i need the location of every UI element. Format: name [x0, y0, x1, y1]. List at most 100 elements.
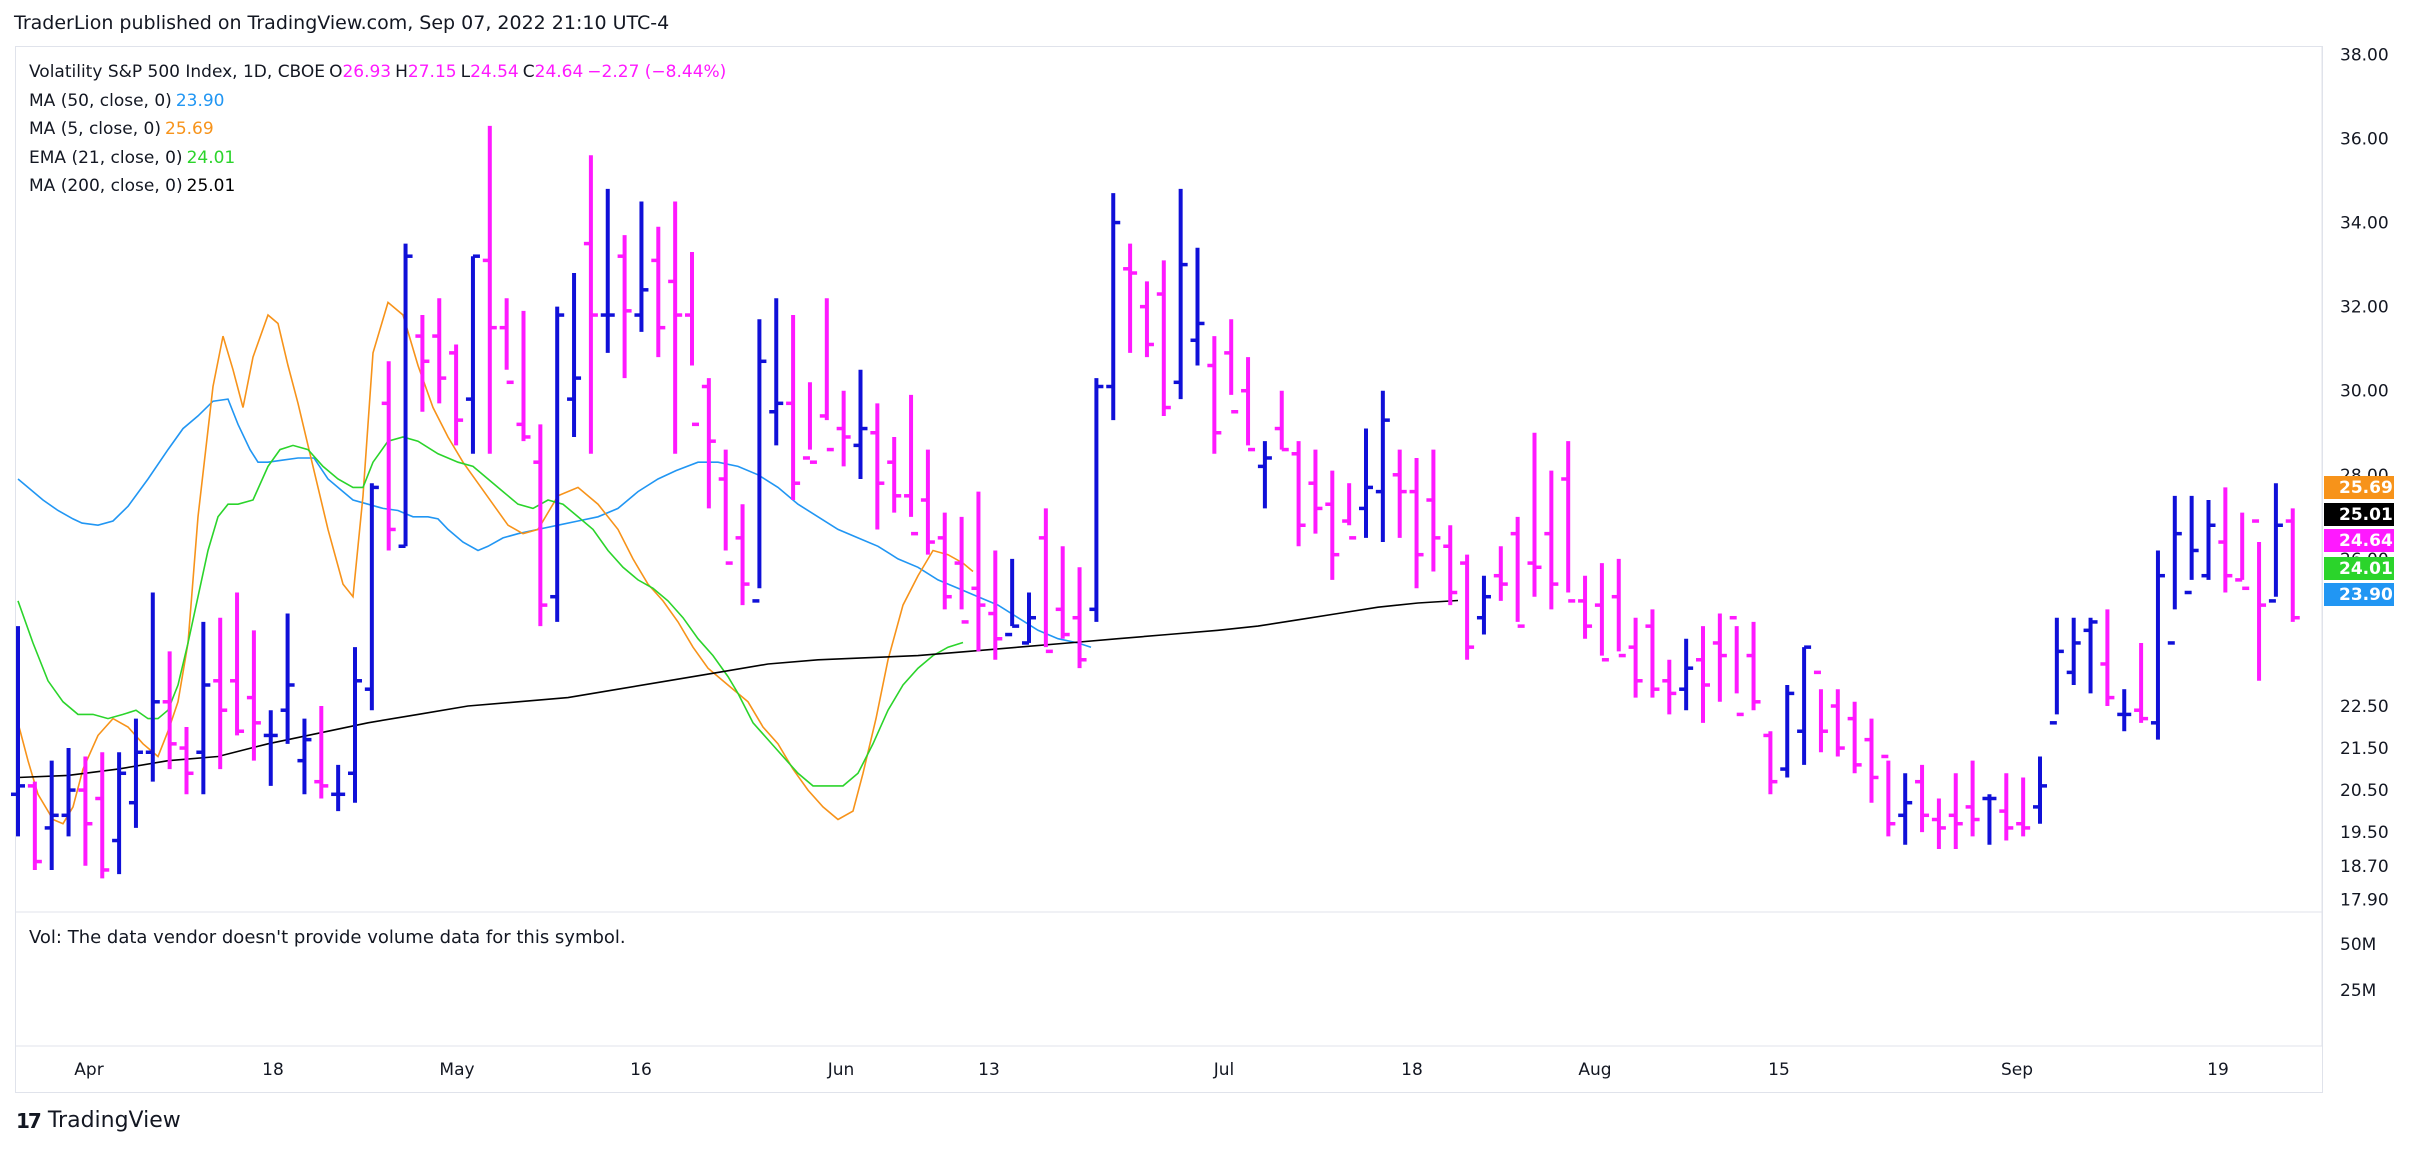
- time-axis: Apr 18 May 16 Jun 13 Jul 18 Aug 15 Sep 19: [74, 1060, 2229, 1080]
- indicator-label: MA (5, close, 0): [29, 119, 161, 139]
- ohlc-bar: [1544, 470, 1559, 610]
- ohlc-bar: [280, 613, 295, 744]
- ohlc-bar: [1982, 794, 1997, 845]
- price-tag-bg: [2324, 503, 2394, 526]
- ohlc-bar: [550, 306, 565, 622]
- ohlc-bar: [1898, 773, 1913, 845]
- ohlc-bar: [2285, 508, 2300, 622]
- time-tick-label: May: [439, 1060, 474, 1080]
- price-tag-bg: [2324, 476, 2394, 499]
- ohlc-bar: [1257, 441, 1272, 509]
- tradingview-logo[interactable]: 17 TradingView: [16, 1108, 181, 1133]
- ohlc-bar: [263, 710, 278, 786]
- ohlc-bar: [2150, 550, 2165, 740]
- price-tick-label: 34.00: [2340, 214, 2389, 234]
- price-tag-label: 24.01: [2339, 559, 2393, 579]
- ohlc-bars: [11, 125, 2300, 879]
- ohlc-bar: [499, 298, 514, 385]
- time-tick-label: Aug: [1578, 1060, 1611, 1080]
- price-tag-bg: [2324, 583, 2394, 606]
- ohlc-bar: [145, 592, 160, 782]
- ohlc-bar: [1847, 701, 1862, 774]
- high-value: 27.15: [407, 62, 457, 82]
- price-tag-label: 25.01: [2339, 505, 2393, 525]
- price-tag-label: 25.69: [2339, 478, 2393, 498]
- ohlc-bar: [1426, 449, 1441, 572]
- low-label: L: [460, 62, 471, 82]
- ohlc-bar: [1173, 188, 1188, 400]
- ohlc-bar: [449, 344, 464, 446]
- ohlc-bar: [2252, 519, 2267, 681]
- ohlc-bar: [196, 621, 211, 795]
- ohlc-bar: [617, 235, 632, 379]
- time-tick-label: Jul: [1213, 1060, 1235, 1080]
- ohlc-bar: [1830, 689, 1845, 757]
- change-value: −2.27 (−8.44%): [587, 62, 727, 82]
- indicator-ema21[interactable]: EMA (21, close, 0) 24.01: [29, 144, 730, 173]
- ohlc-bar: [1443, 525, 1458, 606]
- ohlc-bar: [752, 319, 767, 603]
- price-tick-label: 22.50: [2340, 697, 2389, 717]
- series-line: [17, 398, 1092, 648]
- ohlc-bar: [2201, 500, 2216, 580]
- ohlc-bar: [533, 424, 548, 627]
- ohlc-bar: [2016, 777, 2031, 837]
- ohlc-bar: [95, 752, 110, 879]
- indicator-ma50[interactable]: MA (50, close, 0) 23.90: [29, 87, 730, 116]
- open-label: O: [329, 62, 343, 82]
- time-tick-label: Jun: [827, 1060, 855, 1080]
- close-label: C: [522, 62, 535, 82]
- ohlc-bar: [2049, 617, 2064, 725]
- ohlc-bar: [583, 155, 598, 454]
- series-line: [17, 599, 1459, 779]
- ohlc-bar: [769, 298, 784, 446]
- ohlc-bar: [786, 315, 801, 501]
- ohlc-bar: [1510, 516, 1525, 628]
- ohlc-bar: [1813, 670, 1828, 753]
- ohlc-bar: [1342, 483, 1357, 540]
- ohlc-bar: [1662, 659, 1677, 715]
- ohlc-bar: [1241, 357, 1256, 452]
- ohlc-bar: [1207, 336, 1222, 454]
- volume-tick-label: 50M: [2340, 935, 2376, 955]
- ohlc-bar: [2218, 487, 2233, 593]
- symbol-name: Volatility S&P 500 Index, 1D, CBOE: [29, 62, 326, 82]
- price-tick-label: 21.50: [2340, 739, 2389, 759]
- tradingview-logo-icon: 17: [16, 1108, 42, 1133]
- ohlc-bar: [853, 369, 868, 479]
- time-tick-label: 13: [978, 1060, 1000, 1080]
- price-tag: 25.01: [2324, 503, 2394, 526]
- indicator-value: 24.01: [186, 147, 236, 168]
- ohlc-bar: [465, 254, 480, 454]
- indicator-ma5[interactable]: MA (5, close, 0) 25.69: [29, 115, 730, 144]
- ohlc-bar: [2134, 642, 2149, 723]
- ohlc-bar: [27, 781, 42, 870]
- indicator-ma200[interactable]: MA (200, close, 0) 25.01: [29, 172, 730, 201]
- ohlc-bar: [246, 630, 261, 761]
- indicator-label: EMA (21, close, 0): [29, 147, 183, 168]
- ohlc-bar: [2117, 689, 2132, 732]
- ohlc-bar: [1594, 563, 1609, 662]
- ohlc-bar: [1696, 626, 1710, 723]
- time-tick-label: 18: [1401, 1060, 1423, 1080]
- ohlc-bar: [600, 188, 615, 353]
- ohlc-bar: [567, 273, 582, 437]
- price-tag-label: 23.90: [2339, 585, 2393, 605]
- ohlc-bar: [1780, 684, 1795, 778]
- price-tick-label: 32.00: [2340, 298, 2389, 318]
- ohlc-bar: [2083, 617, 2098, 694]
- ohlc-bar: [44, 760, 59, 870]
- price-tag-label: 24.64: [2339, 531, 2393, 551]
- ohlc-bar: [1493, 546, 1508, 601]
- price-tick-label: 38.00: [2340, 45, 2389, 65]
- price-tick-label: 20.50: [2340, 781, 2389, 801]
- ohlc-bar: [634, 201, 649, 332]
- ohlc-bar: [1392, 449, 1407, 538]
- ohlc-bar: [1375, 390, 1390, 543]
- ohlc-bar: [937, 512, 952, 610]
- price-tick-label: 36.00: [2340, 129, 2389, 149]
- ohlc-bar: [1274, 390, 1289, 452]
- ohlc-bar: [1476, 575, 1491, 635]
- indicator-lines: [17, 301, 1459, 825]
